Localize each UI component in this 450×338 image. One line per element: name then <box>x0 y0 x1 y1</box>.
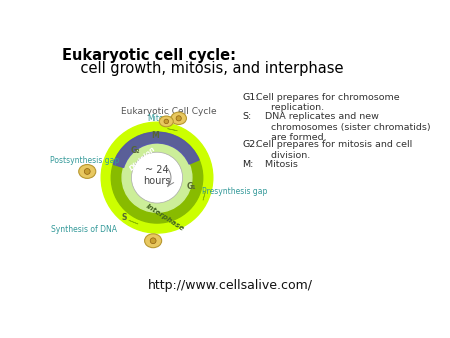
Text: Postsynthesis gap: Postsynthesis gap <box>50 156 119 165</box>
Text: M:: M: <box>242 160 254 169</box>
Circle shape <box>176 116 181 121</box>
Polygon shape <box>203 191 206 200</box>
Text: Cell prepares for mitosis and cell
     division.: Cell prepares for mitosis and cell divis… <box>256 140 413 160</box>
Text: G₂: G₂ <box>130 146 140 155</box>
Text: S:: S: <box>242 112 252 121</box>
Ellipse shape <box>171 112 186 124</box>
Circle shape <box>111 132 202 223</box>
Circle shape <box>84 169 90 174</box>
Circle shape <box>150 238 156 244</box>
Ellipse shape <box>144 234 162 248</box>
Text: Eukaryotic cell cycle:: Eukaryotic cell cycle: <box>63 48 236 63</box>
Circle shape <box>122 143 192 212</box>
Text: ~ 24
hours: ~ 24 hours <box>143 165 171 186</box>
Text: G₁: G₁ <box>187 183 197 191</box>
Text: Eukaryotic Cell Cycle: Eukaryotic Cell Cycle <box>121 107 216 116</box>
Text: cell growth, mitosis, and interphase: cell growth, mitosis, and interphase <box>63 61 344 76</box>
Text: Mitosis: Mitosis <box>256 160 298 169</box>
Text: DNA replicates and new
     chromosomes (sister chromatids)
     are formed.: DNA replicates and new chromosomes (sist… <box>256 112 431 142</box>
Text: Presynthesis gap: Presynthesis gap <box>202 187 267 196</box>
Text: Division: Division <box>129 145 157 172</box>
Text: S: S <box>122 213 127 222</box>
Polygon shape <box>167 129 177 131</box>
Ellipse shape <box>79 165 96 178</box>
Text: M: M <box>151 131 158 140</box>
Text: http://www.cellsalive.com/: http://www.cellsalive.com/ <box>148 279 313 292</box>
Wedge shape <box>113 132 199 168</box>
Text: Interphase: Interphase <box>144 203 185 232</box>
Text: Synthesis of DNA: Synthesis of DNA <box>51 225 117 235</box>
Ellipse shape <box>159 116 173 127</box>
Polygon shape <box>129 220 138 224</box>
Text: G2:: G2: <box>242 140 259 149</box>
Circle shape <box>131 152 183 203</box>
Text: Cell prepares for chromosome
     replication.: Cell prepares for chromosome replication… <box>256 93 400 112</box>
Circle shape <box>101 122 213 233</box>
Text: G1:: G1: <box>242 93 259 102</box>
Circle shape <box>164 119 169 124</box>
Text: Mitosis: Mitosis <box>148 114 174 123</box>
